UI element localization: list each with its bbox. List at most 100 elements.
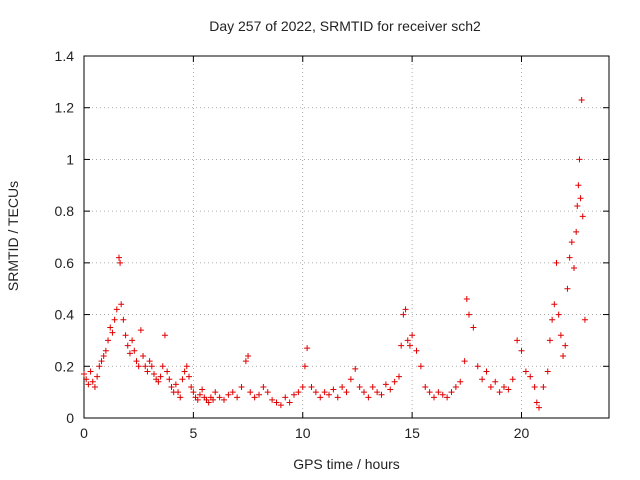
- data-point: [413, 347, 420, 354]
- data-point: [251, 394, 258, 401]
- x-axis-label: GPS time / hours: [293, 456, 400, 472]
- data-point: [470, 324, 477, 331]
- data-point: [238, 383, 245, 390]
- data-point: [514, 337, 521, 344]
- data-point: [557, 332, 564, 339]
- data-point: [221, 396, 227, 403]
- data-point: [374, 389, 381, 396]
- data-point: [496, 389, 503, 396]
- data-point: [457, 378, 464, 385]
- data-point: [137, 327, 144, 334]
- data-point: [159, 363, 166, 370]
- data-point: [194, 396, 201, 403]
- data-point: [234, 394, 241, 401]
- data-point: [435, 389, 442, 396]
- data-point: [396, 373, 402, 380]
- data-point: [155, 378, 162, 385]
- data-point: [492, 378, 499, 385]
- data-point: [546, 337, 553, 344]
- data-point: [269, 396, 276, 403]
- data-point: [574, 202, 581, 209]
- data-point: [474, 363, 481, 370]
- data-point: [247, 389, 254, 396]
- data-point: [183, 363, 190, 370]
- data-point: [549, 316, 556, 323]
- data-point: [444, 394, 451, 401]
- data-point: [273, 399, 280, 406]
- data-point: [122, 332, 129, 339]
- data-point: [81, 371, 87, 378]
- x-tick-label: 0: [80, 425, 88, 441]
- data-point: [409, 332, 416, 339]
- data-point: [212, 389, 219, 396]
- data-point: [172, 381, 179, 388]
- data-point: [577, 195, 584, 202]
- data-point: [312, 389, 319, 396]
- data-point: [96, 363, 103, 370]
- data-point: [522, 368, 529, 375]
- data-point: [536, 404, 542, 411]
- x-tick-label: 10: [295, 425, 311, 441]
- data-point: [229, 389, 236, 396]
- y-tick-label: 0.8: [55, 203, 75, 219]
- data-point: [133, 358, 140, 365]
- data-point: [299, 383, 306, 390]
- data-point: [398, 342, 405, 349]
- data-point: [400, 311, 407, 318]
- data-point: [151, 371, 157, 378]
- data-point: [190, 389, 197, 396]
- data-point: [91, 383, 98, 390]
- data-point: [581, 316, 588, 323]
- data-point: [406, 342, 413, 349]
- data-point: [509, 376, 516, 383]
- data-point: [544, 368, 551, 375]
- y-tick-label: 0.6: [55, 255, 75, 271]
- data-point: [102, 347, 109, 354]
- data-point: [113, 306, 120, 313]
- data-point: [417, 363, 424, 370]
- data-point: [573, 228, 580, 235]
- data-point: [199, 386, 206, 393]
- data-point: [100, 352, 107, 359]
- data-point: [531, 383, 538, 390]
- data-point: [321, 389, 328, 396]
- data-point: [387, 386, 394, 393]
- data-point: [426, 389, 433, 396]
- y-tick-label: 0.4: [55, 307, 75, 323]
- data-point: [356, 383, 363, 390]
- data-point: [144, 368, 151, 375]
- data-point: [391, 378, 398, 385]
- data-point: [111, 316, 118, 323]
- data-point: [402, 306, 409, 313]
- data-point: [317, 394, 324, 401]
- data-point: [576, 156, 583, 163]
- data-point: [196, 391, 203, 398]
- chart-title: Day 257 of 2022, SRMTID for receiver sch…: [209, 18, 481, 34]
- data-point: [339, 383, 346, 390]
- data-point: [326, 391, 332, 398]
- data-point: [188, 383, 195, 390]
- data-point: [89, 378, 96, 385]
- data-point: [553, 259, 560, 266]
- y-tick-label: 0: [66, 410, 74, 426]
- data-point: [94, 373, 101, 380]
- data-point: [378, 391, 385, 398]
- data-point: [308, 383, 315, 390]
- data-point: [146, 358, 153, 365]
- data-point: [282, 394, 289, 401]
- data-point: [568, 239, 575, 246]
- data-point: [555, 311, 562, 318]
- data-point: [107, 324, 114, 331]
- data-point: [242, 358, 249, 365]
- data-point: [439, 391, 446, 398]
- data-point: [85, 381, 92, 388]
- data-point: [466, 311, 472, 318]
- data-point: [117, 259, 124, 266]
- data-point: [245, 352, 252, 359]
- data-point: [126, 350, 133, 357]
- data-point: [463, 296, 470, 303]
- data-point: [291, 391, 297, 398]
- data-point: [256, 391, 262, 398]
- data-point: [129, 337, 136, 344]
